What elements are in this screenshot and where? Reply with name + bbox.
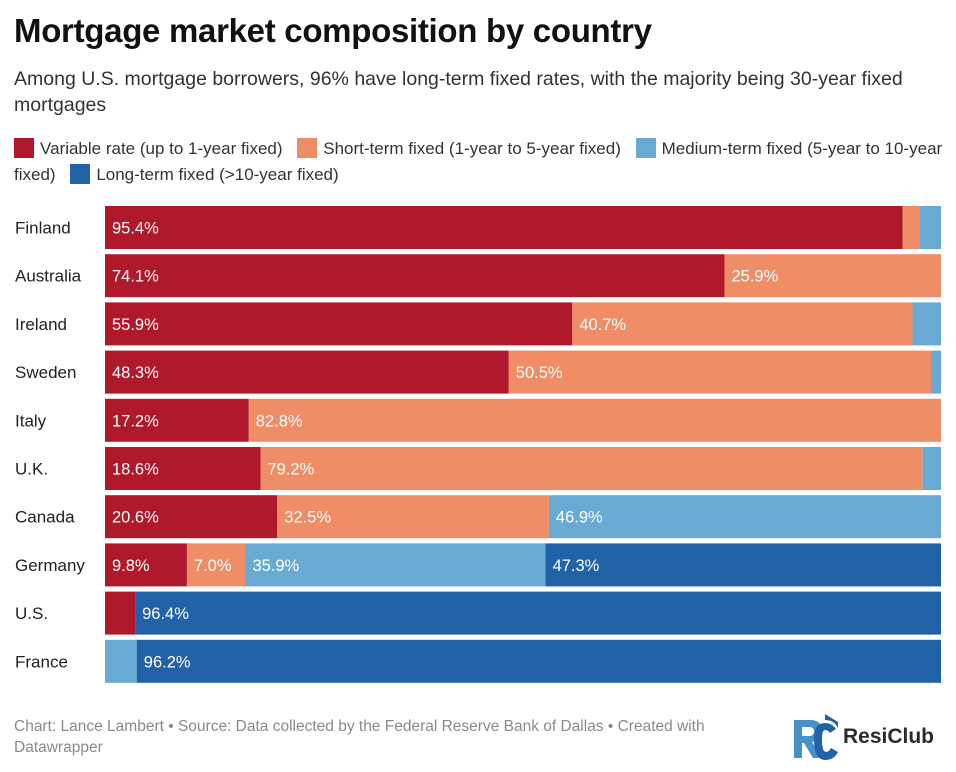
bar-ireland-variable — [105, 302, 573, 346]
data-label-italy-short: 82.8% — [256, 412, 303, 430]
bar-finland-short — [902, 206, 920, 249]
bar-australia-short — [724, 254, 941, 298]
legend-item-long: Long-term fixed (>10-year fixed) — [70, 164, 339, 184]
data-label-ireland-variable: 55.9% — [112, 316, 159, 334]
data-label-france-long: 96.2% — [144, 653, 191, 671]
data-label-germany-long: 47.3% — [553, 557, 600, 575]
legend-label-long: Long-term fixed (>10-year fixed) — [96, 165, 339, 184]
data-label-finland-variable: 95.4% — [112, 220, 159, 238]
bar-france-long — [136, 639, 941, 683]
legend-label-short: Short-term fixed (1-year to 5-year fixed… — [323, 139, 621, 158]
data-label-sweden-variable: 48.3% — [112, 364, 159, 382]
bar-australia-variable — [105, 254, 725, 298]
category-label-germany: Germany — [15, 556, 85, 575]
category-label-canada: Canada — [15, 508, 75, 527]
bar-canada-medium — [548, 495, 941, 539]
bar-finland-variable — [105, 206, 903, 249]
data-label-australia-variable: 74.1% — [112, 268, 159, 286]
logo-text: ResiClub — [843, 725, 935, 748]
bar-u-k-variable — [105, 447, 261, 490]
legend-label-variable: Variable rate (up to 1-year fixed) — [40, 139, 283, 158]
bar-u-k-short — [260, 447, 923, 490]
legend-swatch-variable — [14, 138, 34, 158]
category-label-sweden: Sweden — [15, 363, 76, 382]
chart-footer: Chart: Lance Lambert • Source: Data coll… — [14, 718, 705, 756]
legend-label-medium: Medium-term fixed (5-year to 10-year fix… — [14, 139, 943, 184]
data-label-germany-variable: 9.8% — [112, 557, 150, 575]
stacked-bar-chart: Finland 95.4% Australia 74.1% 25.9% Ireland 55… — [15, 206, 942, 683]
bar-sweden-medium — [930, 350, 941, 394]
legend-swatch-medium — [635, 138, 656, 158]
chart-subtitle: Among U.S. mortgage borrowers, 96% have … — [14, 68, 903, 116]
data-label-sweden-short: 50.5% — [516, 364, 563, 382]
legend-item-medium: Medium-term fixed (5-year to 10-year fix… — [14, 138, 943, 184]
data-label-ireland-short: 40.7% — [579, 316, 626, 334]
bar-u-s-long — [135, 591, 941, 635]
data-label-italy-variable: 17.2% — [112, 412, 159, 430]
bar-germany-variable — [105, 543, 187, 587]
bar-u-k-medium — [922, 447, 941, 490]
bar-canada-variable — [105, 495, 278, 539]
category-label-finland: Finland — [15, 219, 71, 238]
data-label-u-k-variable: 18.6% — [112, 461, 159, 479]
data-label-australia-short: 25.9% — [731, 268, 778, 286]
bar-france-medium — [105, 639, 137, 683]
bar-finland-medium — [919, 206, 941, 249]
bar-canada-short — [277, 495, 549, 539]
data-label-u-k-short: 79.2% — [267, 461, 314, 479]
bar-sweden-variable — [105, 350, 509, 394]
bar-italy-variable — [105, 398, 249, 442]
legend-item-short: Short-term fixed (1-year to 5-year fixed… — [297, 138, 621, 158]
bar-germany-long — [545, 543, 941, 587]
rc-logo-icon — [794, 714, 838, 760]
legend-item-variable: Variable rate (up to 1-year fixed) — [14, 138, 283, 158]
category-label-ireland: Ireland — [15, 315, 67, 334]
chart-title: Mortgage market composition by country — [14, 12, 652, 49]
category-label-france: France — [15, 652, 68, 671]
data-label-canada-medium: 46.9% — [556, 509, 603, 527]
bar-germany-short — [186, 543, 246, 587]
data-label-canada-variable: 20.6% — [112, 509, 159, 527]
category-label-u-s: U.S. — [15, 604, 48, 623]
bar-sweden-short — [508, 350, 931, 394]
resiclub-logo: ResiClub — [792, 712, 952, 762]
bar-ireland-medium — [912, 302, 941, 346]
bar-ireland-short — [572, 302, 913, 346]
category-label-u-k: U.K. — [15, 460, 48, 479]
data-label-canada-short: 32.5% — [284, 509, 331, 527]
category-label-italy: Italy — [15, 411, 47, 430]
data-label-germany-short: 7.0% — [194, 557, 232, 575]
bar-germany-medium — [245, 543, 546, 587]
data-label-germany-medium: 35.9% — [252, 557, 299, 575]
bar-italy-short — [248, 398, 942, 442]
legend-swatch-short — [297, 138, 318, 158]
data-label-u-s-long: 96.4% — [142, 605, 189, 623]
category-label-australia: Australia — [15, 267, 82, 286]
legend-swatch-long — [70, 164, 91, 184]
legend: Variable rate (up to 1-year fixed) Short… — [14, 136, 944, 188]
bar-u-s-variable — [105, 591, 136, 635]
